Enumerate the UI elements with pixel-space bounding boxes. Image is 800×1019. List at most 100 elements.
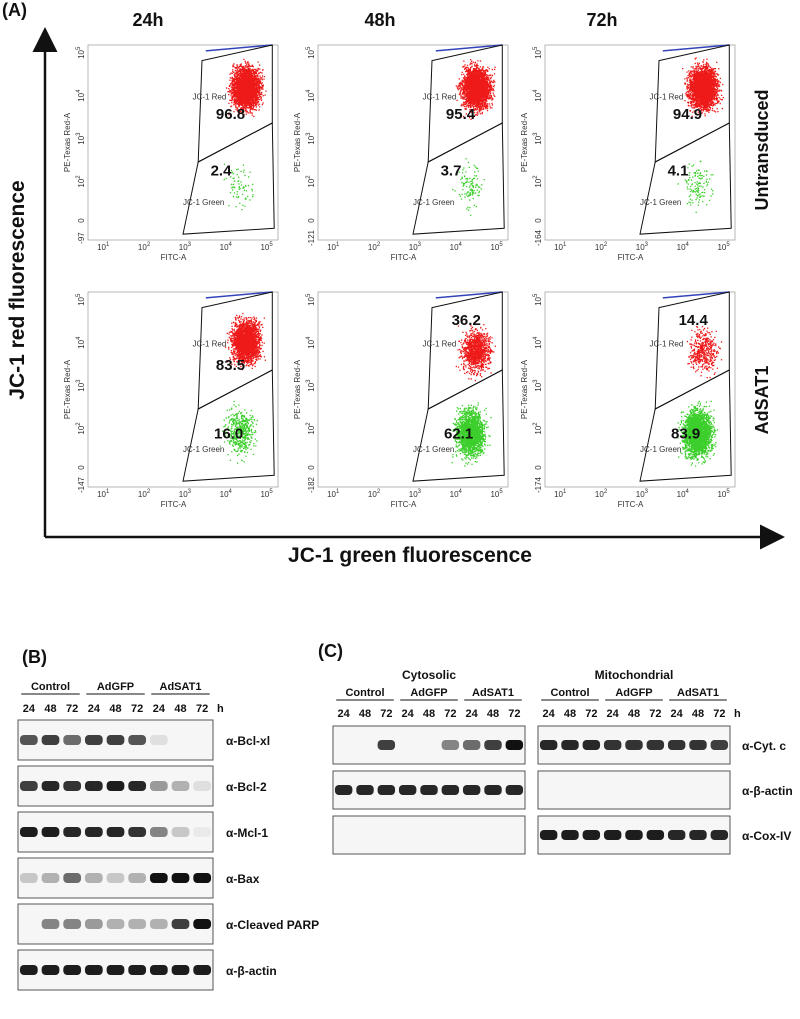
time-label: 72 xyxy=(444,708,456,720)
band xyxy=(193,919,212,929)
tick-exponent: 1 xyxy=(336,242,340,248)
time-label: 24 xyxy=(338,708,351,720)
band xyxy=(377,785,396,795)
tick-base: 10 xyxy=(595,490,604,499)
tick-label: 105 xyxy=(717,489,730,499)
tick-base: 10 xyxy=(636,490,645,499)
green-percent: 2.4 xyxy=(211,163,233,180)
tick-label: 105 xyxy=(306,46,316,59)
tick-exponent: 4 xyxy=(229,242,233,248)
band xyxy=(193,965,212,975)
tick-label: 103 xyxy=(636,242,649,252)
time-label: 72 xyxy=(713,708,725,720)
row-header: Untransduced xyxy=(752,89,772,210)
band xyxy=(441,740,460,750)
red-events xyxy=(455,59,496,120)
band xyxy=(19,735,38,745)
tick-base: 10 xyxy=(220,243,229,252)
blot-label: α-Bcl-xl xyxy=(226,734,270,748)
tick-label: 102 xyxy=(368,489,381,499)
gate-label: JC-1 Green xyxy=(640,445,681,454)
time-label: 72 xyxy=(380,708,392,720)
time-label: 48 xyxy=(628,708,640,720)
green-percent: 4.1 xyxy=(668,163,689,180)
plot-frame xyxy=(87,44,279,241)
red-percent: 36.2 xyxy=(452,312,481,329)
green-percent: 3.7 xyxy=(441,163,462,180)
tick-base: 10 xyxy=(534,92,543,101)
tick-base: 10 xyxy=(97,490,106,499)
tick-base: 10 xyxy=(77,135,86,144)
band xyxy=(84,873,103,883)
tick-label: 102 xyxy=(306,175,316,188)
y-min-label: -97 xyxy=(77,232,86,244)
tick-label: 105 xyxy=(76,46,86,59)
tick-exponent: 2 xyxy=(377,489,381,495)
green-events xyxy=(452,158,485,216)
tick-base: 10 xyxy=(260,243,269,252)
tick-base: 10 xyxy=(97,243,106,252)
tick-exponent: 3 xyxy=(645,242,649,248)
gate-label: JC-1 Green xyxy=(413,198,454,207)
tick-exponent: 2 xyxy=(533,175,539,179)
tick-label: 101 xyxy=(327,242,340,252)
gate-label: JC-1 Green xyxy=(413,445,454,454)
tick-exponent: 3 xyxy=(188,489,192,495)
band xyxy=(63,827,82,837)
tick-exponent: 5 xyxy=(76,46,82,50)
band xyxy=(561,830,579,840)
tick-exponent: 5 xyxy=(533,46,539,50)
plot-frame xyxy=(544,44,736,241)
tick-label: 101 xyxy=(327,489,340,499)
band xyxy=(41,919,60,929)
band xyxy=(171,873,190,883)
tick-exponent: 4 xyxy=(229,489,233,495)
tick-base: 10 xyxy=(260,490,269,499)
tick-label: 105 xyxy=(260,489,273,499)
time-label: 72 xyxy=(131,703,143,715)
tick-exponent: 2 xyxy=(147,489,151,495)
tick-base: 10 xyxy=(534,178,543,187)
time-label: 72 xyxy=(66,703,78,715)
tick-exponent: 2 xyxy=(147,242,151,248)
panel-label: (A) xyxy=(2,0,27,20)
tick-base: 10 xyxy=(677,490,686,499)
blot-label: α-Cleaved PARP xyxy=(226,918,319,932)
tick-exponent: 2 xyxy=(533,422,539,426)
green-gate xyxy=(639,122,732,235)
band xyxy=(149,735,168,745)
band xyxy=(420,785,438,795)
band xyxy=(646,830,665,840)
tick-exponent: 1 xyxy=(106,242,110,248)
band xyxy=(106,965,125,975)
tick-label: 104 xyxy=(533,336,543,349)
green-gate xyxy=(639,369,732,482)
band xyxy=(128,781,147,791)
green-events xyxy=(219,400,258,464)
tick-base: 10 xyxy=(138,490,147,499)
band xyxy=(128,919,147,929)
tick-label: 102 xyxy=(533,175,543,188)
red-events xyxy=(224,312,266,371)
plot-y-label: PE-Texas Red-A xyxy=(63,359,72,419)
tick-exponent: 3 xyxy=(418,242,422,248)
tick-label: 105 xyxy=(260,242,273,252)
gate-label: JC-1 Red xyxy=(650,340,684,349)
x-axis-title: JC-1 green fluorescence xyxy=(288,544,532,567)
tick-exponent: 5 xyxy=(306,46,312,50)
gate-label: JC-1 Red xyxy=(193,340,227,349)
time-label: 72 xyxy=(585,708,597,720)
plot-x-label: FITC-A xyxy=(618,500,644,509)
green-gate xyxy=(412,122,505,235)
time-label: 72 xyxy=(508,708,520,720)
tick-base: 10 xyxy=(77,339,86,348)
band xyxy=(41,827,60,837)
band xyxy=(625,830,643,840)
tick-label: 102 xyxy=(595,489,608,499)
plot-x-label: FITC-A xyxy=(161,253,187,262)
band xyxy=(462,740,481,750)
tick-base: 10 xyxy=(636,243,645,252)
y-min-label: -182 xyxy=(307,476,316,493)
band xyxy=(128,735,147,745)
